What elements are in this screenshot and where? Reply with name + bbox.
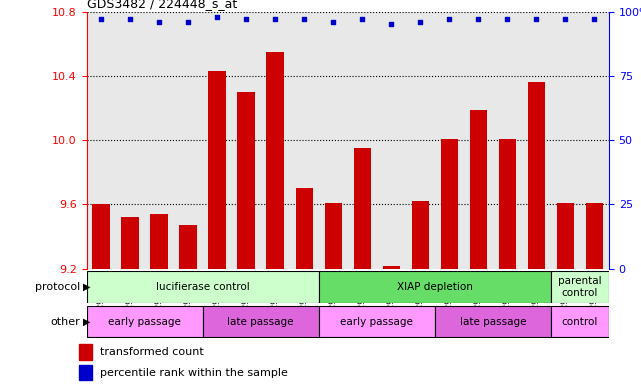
Point bbox=[473, 16, 483, 22]
Point bbox=[444, 16, 454, 22]
Bar bbox=[435, 306, 551, 337]
Text: control: control bbox=[562, 316, 598, 327]
Bar bbox=[551, 306, 609, 337]
Point bbox=[299, 16, 310, 22]
Bar bbox=[551, 271, 609, 303]
Point bbox=[386, 21, 396, 27]
Point bbox=[212, 13, 222, 20]
Point bbox=[183, 19, 193, 25]
Point bbox=[96, 16, 106, 22]
Bar bbox=[470, 109, 487, 269]
Bar bbox=[121, 217, 138, 269]
Bar bbox=[79, 365, 92, 381]
Text: other: other bbox=[51, 316, 80, 327]
Text: early passage: early passage bbox=[108, 316, 181, 327]
Bar bbox=[296, 189, 313, 269]
Bar bbox=[319, 271, 551, 303]
Text: lucifierase control: lucifierase control bbox=[156, 282, 249, 292]
Point bbox=[503, 16, 513, 22]
Text: early passage: early passage bbox=[340, 316, 413, 327]
Bar bbox=[208, 71, 226, 269]
Bar bbox=[237, 92, 255, 269]
Bar bbox=[319, 306, 435, 337]
Text: percentile rank within the sample: percentile rank within the sample bbox=[101, 368, 288, 378]
Point bbox=[270, 16, 280, 22]
Point bbox=[125, 16, 135, 22]
Bar bbox=[412, 201, 429, 269]
Text: protocol: protocol bbox=[35, 282, 80, 292]
Bar bbox=[383, 266, 400, 269]
Bar bbox=[499, 139, 516, 269]
Point bbox=[415, 19, 426, 25]
Text: ▶: ▶ bbox=[83, 316, 91, 327]
Bar bbox=[203, 306, 319, 337]
Bar bbox=[354, 148, 371, 269]
Text: GDS3482 / 224448_s_at: GDS3482 / 224448_s_at bbox=[87, 0, 237, 10]
Bar bbox=[92, 204, 110, 269]
Bar bbox=[440, 139, 458, 269]
Bar bbox=[87, 306, 203, 337]
Text: ▶: ▶ bbox=[83, 282, 91, 292]
Bar bbox=[556, 203, 574, 269]
Bar bbox=[87, 271, 319, 303]
Text: parental
control: parental control bbox=[558, 276, 602, 298]
Text: late passage: late passage bbox=[228, 316, 294, 327]
Point bbox=[328, 19, 338, 25]
Point bbox=[357, 16, 367, 22]
Bar bbox=[79, 344, 92, 360]
Bar bbox=[179, 225, 197, 269]
Text: XIAP depletion: XIAP depletion bbox=[397, 282, 473, 292]
Point bbox=[241, 16, 251, 22]
Point bbox=[589, 16, 599, 22]
Bar bbox=[267, 52, 284, 269]
Bar bbox=[528, 82, 545, 269]
Text: late passage: late passage bbox=[460, 316, 526, 327]
Point bbox=[560, 16, 570, 22]
Point bbox=[154, 19, 164, 25]
Bar bbox=[324, 203, 342, 269]
Bar bbox=[586, 203, 603, 269]
Bar bbox=[151, 214, 168, 269]
Point bbox=[531, 16, 542, 22]
Text: transformed count: transformed count bbox=[101, 347, 204, 357]
